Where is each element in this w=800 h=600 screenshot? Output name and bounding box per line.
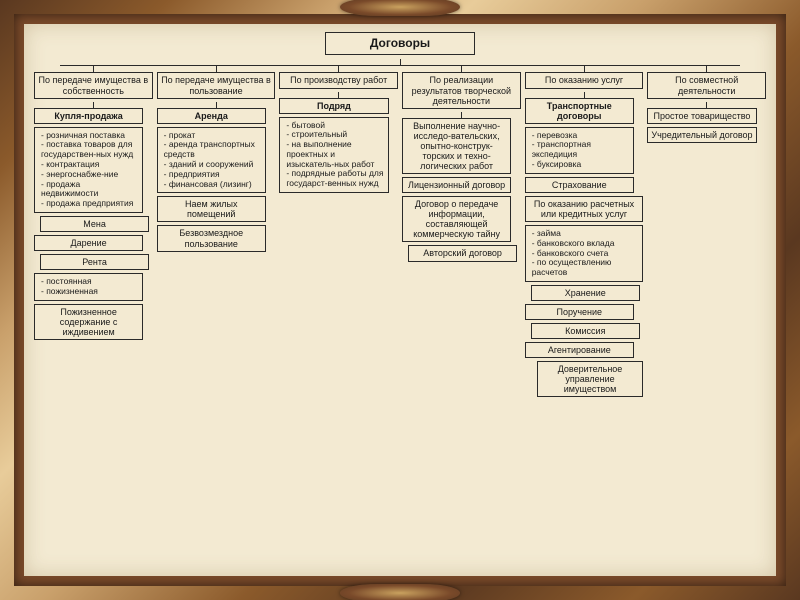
node-list: перевозкатранспортная экспедициябуксиров… <box>525 127 634 174</box>
node-box: По оказанию расчетных или кредитных услу… <box>525 196 644 222</box>
node-box: Транспортные договоры <box>525 98 634 124</box>
frame-inner: Договоры По передаче имущества в собстве… <box>14 14 786 586</box>
node-box: Аренда <box>157 108 266 124</box>
node-box: Хранение <box>531 285 640 301</box>
column-header: По передаче имущества в собственность <box>34 72 153 98</box>
node-box: Поручение <box>525 304 634 320</box>
node-box: Комиссия <box>531 323 640 339</box>
node-box: Рента <box>40 254 149 270</box>
root-node: Договоры <box>325 32 475 55</box>
node-box: Авторский договор <box>408 245 517 261</box>
list-item: продажа предприятия <box>41 199 139 209</box>
node-box: Подряд <box>279 98 388 114</box>
list-item: подрядные работы для государст-венных ну… <box>286 169 384 189</box>
frame-ornament-bottom <box>340 584 460 600</box>
node-list: займабанковского вкладабанковского счета… <box>525 225 644 282</box>
column-header: По совместной деятельности <box>647 72 766 98</box>
list-item: буксировка <box>532 160 630 170</box>
column-header: По реализации результатов творческой дея… <box>402 72 521 108</box>
column: По реализации результатов творческой дея… <box>402 66 521 264</box>
frame-ornament-top <box>340 0 460 16</box>
node-list: розничная поставкапоставка товаров для г… <box>34 127 143 213</box>
list-item: финансовая (лизинг) <box>164 180 262 190</box>
columns-container: По передаче имущества в собственность Куп… <box>32 66 768 400</box>
node-box: Лицензионный договор <box>402 177 511 193</box>
node-list: постояннаяпожизненная <box>34 273 143 301</box>
node-box: Страхование <box>525 177 634 193</box>
node-box: Дарение <box>34 235 143 251</box>
column: По оказанию услуг Транспортные договоры пе… <box>525 66 644 400</box>
list-item: по осуществлению расчетов <box>532 258 640 278</box>
list-item: аренда транспортных средств <box>164 140 262 160</box>
list-item: продажа недвижимости <box>41 180 139 200</box>
node-box: Доверительное управление имуществом <box>537 361 644 397</box>
node-box: Безвозмездное пользование <box>157 225 266 251</box>
column: По производству работ Подряд бытовойстроит… <box>279 66 398 196</box>
column: По совместной деятельности Простое товари… <box>647 66 766 145</box>
list-item: пожизненная <box>41 287 139 297</box>
node-box: Агентирование <box>525 342 634 358</box>
node-box: Учредительный договор <box>647 127 756 143</box>
node-list: бытовойстроительныйна выполнение проектн… <box>279 117 388 193</box>
column: По передаче имущества в собственность Куп… <box>34 66 153 342</box>
list-item: поставка товаров для государствен-ных ну… <box>41 140 139 160</box>
node-box: Купля-продажа <box>34 108 143 124</box>
node-box: Простое товарищество <box>647 108 756 124</box>
list-item: на выполнение проектных и изыскатель-ных… <box>286 140 384 169</box>
node-box: Мена <box>40 216 149 232</box>
node-box: Пожизненное содержание с иждивением <box>34 304 143 340</box>
column-header: По оказанию услуг <box>525 72 644 88</box>
node-box: Выполнение научно-исследо-вательских, оп… <box>402 118 511 174</box>
column-header: По производству работ <box>279 72 398 88</box>
column: По передаче имущества в пользование Аренд… <box>157 66 276 254</box>
node-box: Договор о передаче информации, составляю… <box>402 196 511 242</box>
root-title: Договоры <box>325 32 475 55</box>
node-list: прокатаренда транспортных средствзданий … <box>157 127 266 194</box>
list-item: транспортная экспедиция <box>532 140 630 160</box>
column-header: По передаче имущества в пользование <box>157 72 276 98</box>
picture-frame: Договоры По передаче имущества в собстве… <box>0 0 800 600</box>
diagram-canvas: Договоры По передаче имущества в собстве… <box>24 24 776 576</box>
node-box: Наем жилых помещений <box>157 196 266 222</box>
